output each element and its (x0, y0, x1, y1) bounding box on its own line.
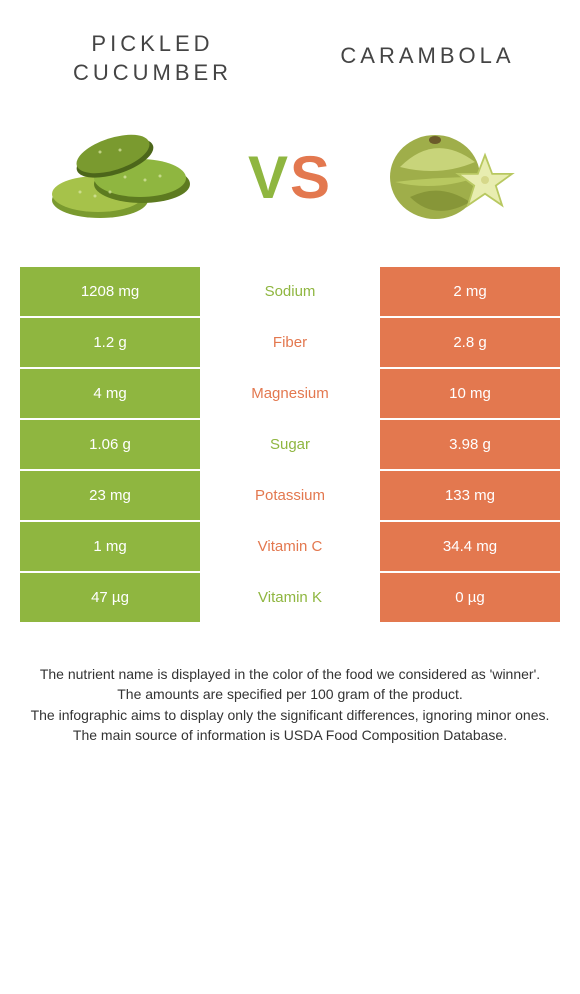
left-value: 1.06 g (20, 420, 200, 469)
left-value: 23 mg (20, 471, 200, 520)
carambola-image (380, 117, 530, 237)
nutrient-label: Vitamin K (200, 573, 380, 622)
footer-line2: The amounts are specified per 100 gram o… (20, 684, 560, 704)
nutrient-label: Magnesium (200, 369, 380, 418)
footer-line3: The infographic aims to display only the… (20, 705, 560, 725)
nutrient-label: Sodium (200, 267, 380, 316)
left-value: 47 µg (20, 573, 200, 622)
nutrient-table: 1208 mgSodium2 mg1.2 gFiber2.8 g4 mgMagn… (20, 267, 560, 622)
header-left: PICKLED CUCUMBER (40, 30, 265, 87)
nutrient-row: 4 mgMagnesium10 mg (20, 369, 560, 418)
right-value: 3.98 g (380, 420, 560, 469)
nutrient-row: 47 µgVitamin K0 µg (20, 573, 560, 622)
nutrient-row: 1.2 gFiber2.8 g (20, 318, 560, 367)
nutrient-row: 1208 mgSodium2 mg (20, 267, 560, 316)
right-value: 34.4 mg (380, 522, 560, 571)
header-right: CARAMBOLA (315, 30, 540, 71)
vs-label: VS (248, 143, 332, 212)
left-title-line1: PICKLED (91, 31, 213, 56)
right-value: 10 mg (380, 369, 560, 418)
images-row: VS (0, 97, 580, 267)
footer-notes: The nutrient name is displayed in the co… (0, 624, 580, 745)
nutrient-label: Vitamin C (200, 522, 380, 571)
right-value: 133 mg (380, 471, 560, 520)
pickled-cucumber-image (50, 117, 200, 237)
right-value: 2 mg (380, 267, 560, 316)
vs-s: S (290, 144, 332, 211)
left-value: 1 mg (20, 522, 200, 571)
footer-line4: The main source of information is USDA F… (20, 725, 560, 745)
left-value: 1208 mg (20, 267, 200, 316)
nutrient-label: Fiber (200, 318, 380, 367)
footer-line1: The nutrient name is displayed in the co… (20, 664, 560, 684)
nutrient-label: Sugar (200, 420, 380, 469)
left-value: 1.2 g (20, 318, 200, 367)
nutrient-row: 1.06 gSugar3.98 g (20, 420, 560, 469)
nutrient-label: Potassium (200, 471, 380, 520)
nutrient-row: 23 mgPotassium133 mg (20, 471, 560, 520)
left-food-title: PICKLED CUCUMBER (40, 30, 265, 87)
right-food-title: CARAMBOLA (315, 42, 540, 71)
left-title-line2: CUCUMBER (73, 60, 232, 85)
right-value: 0 µg (380, 573, 560, 622)
vs-v: V (248, 144, 290, 211)
header: PICKLED CUCUMBER CARAMBOLA (0, 0, 580, 97)
left-value: 4 mg (20, 369, 200, 418)
nutrient-row: 1 mgVitamin C34.4 mg (20, 522, 560, 571)
right-value: 2.8 g (380, 318, 560, 367)
